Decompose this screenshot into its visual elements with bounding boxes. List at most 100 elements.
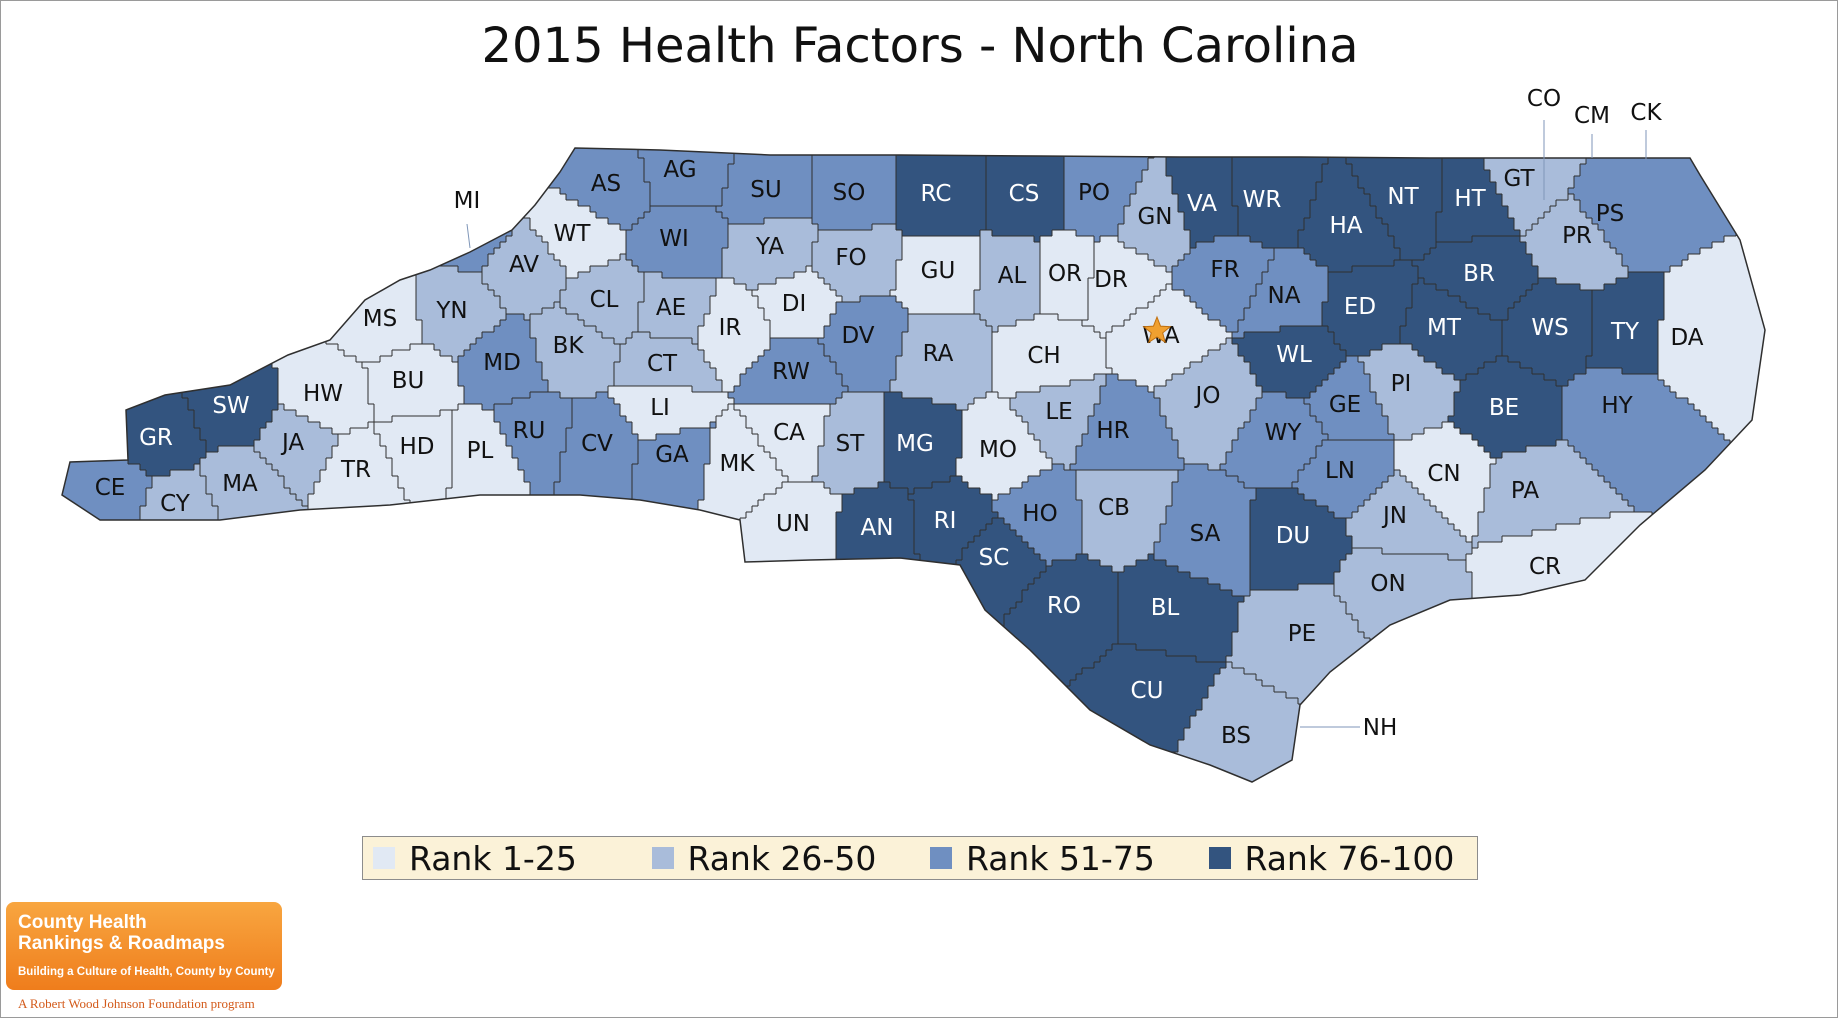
county-ht[interactable] — [1436, 140, 1520, 242]
county-mt[interactable] — [1400, 278, 1502, 380]
county-or[interactable] — [1040, 230, 1094, 320]
county-po[interactable] — [1064, 140, 1154, 242]
county-label-wy: WY — [1265, 420, 1303, 446]
county-sa[interactable] — [1154, 464, 1256, 596]
county-ho[interactable] — [992, 464, 1082, 566]
county-ln[interactable] — [1292, 440, 1394, 518]
county-al[interactable] — [974, 230, 1040, 332]
county-label-as: AS — [591, 171, 621, 197]
county-label-tr: TR — [340, 457, 371, 483]
county-label-cn: CN — [1427, 461, 1460, 487]
county-mo[interactable] — [956, 392, 1052, 500]
county-label-bl: BL — [1151, 595, 1180, 621]
county-ha[interactable] — [1298, 146, 1400, 272]
county-gu[interactable] — [890, 236, 980, 314]
county-wt[interactable] — [524, 176, 626, 278]
county-label-an: AN — [861, 515, 894, 541]
county-bu[interactable] — [362, 344, 464, 422]
county-rw[interactable] — [728, 338, 848, 404]
county-ct[interactable] — [614, 332, 722, 392]
county-su[interactable] — [716, 140, 812, 224]
county-ae[interactable] — [638, 272, 716, 344]
county-cn[interactable] — [1394, 422, 1496, 542]
county-ge[interactable] — [1304, 356, 1394, 440]
county-jo[interactable] — [1154, 338, 1262, 470]
legend-swatch — [373, 847, 395, 869]
county-cr[interactable] — [1466, 512, 1784, 800]
county-label-wt: WT — [554, 221, 592, 247]
county-label-le: LE — [1045, 399, 1072, 425]
county-ed[interactable] — [1322, 260, 1418, 356]
county-mi[interactable] — [266, 140, 530, 272]
county-label-ch: CH — [1027, 343, 1060, 369]
county-pa[interactable] — [1472, 440, 1634, 548]
county-gr[interactable] — [50, 140, 206, 476]
county-ty[interactable] — [1586, 272, 1664, 374]
star-icon — [1142, 315, 1172, 344]
county-label-pi: PI — [1391, 371, 1412, 397]
county-st[interactable] — [812, 392, 884, 494]
county-label-po: PO — [1078, 180, 1110, 206]
county-label-mt: MT — [1427, 315, 1462, 341]
county-wr[interactable] — [1232, 140, 1334, 248]
county-label-va: VA — [1187, 191, 1217, 217]
county-cl[interactable] — [560, 254, 644, 344]
county-bk[interactable] — [530, 302, 620, 398]
county-va[interactable] — [1160, 140, 1238, 248]
county-mg[interactable] — [884, 392, 962, 494]
county-fo[interactable] — [812, 224, 902, 302]
county-label-mk: MK — [720, 451, 756, 477]
county-label-ca: CA — [773, 420, 805, 446]
county-ru[interactable] — [494, 392, 572, 524]
county-br[interactable] — [1412, 236, 1538, 320]
legend-swatch — [651, 847, 674, 869]
county-wy[interactable] — [1220, 392, 1328, 488]
county-label-nt: NT — [1387, 184, 1419, 210]
county-label-av: AV — [509, 252, 539, 278]
county-nt[interactable] — [1334, 140, 1442, 260]
county-cs[interactable] — [986, 140, 1064, 242]
county-ra[interactable] — [890, 314, 992, 410]
callout-lines — [466, 120, 1647, 728]
county-health-rankings-logo[interactable]: County Health Rankings & Roadmaps Buildin… — [6, 902, 282, 990]
state-outline — [61, 147, 1766, 783]
county-rc[interactable] — [896, 140, 986, 236]
county-label-cu: CU — [1131, 678, 1164, 704]
county-ja[interactable] — [254, 404, 338, 506]
county-wi[interactable] — [626, 206, 728, 278]
county-cb[interactable] — [1076, 470, 1178, 572]
county-av[interactable] — [482, 218, 566, 320]
county-bl[interactable] — [1118, 554, 1244, 662]
county-li[interactable] — [608, 386, 734, 440]
county-label-rw: RW — [772, 359, 810, 385]
legend-swatch — [930, 847, 952, 869]
legend-item-1: Rank 1-25 — [363, 839, 642, 878]
county-ag[interactable] — [638, 140, 734, 206]
county-ch[interactable] — [992, 314, 1112, 398]
county-du[interactable] — [1250, 488, 1352, 590]
county-wa[interactable] — [1106, 284, 1232, 392]
county-so[interactable] — [812, 140, 896, 230]
county-ca[interactable] — [734, 404, 830, 482]
county-ws[interactable] — [1502, 278, 1592, 386]
county-be[interactable] — [1448, 356, 1562, 458]
logo-tagline: Building a Culture of Health, County by … — [18, 966, 275, 978]
county-wl[interactable] — [1232, 326, 1346, 398]
county-label-mg: MG — [896, 431, 934, 457]
county-pr[interactable] — [1520, 194, 1628, 290]
county-label-pl: PL — [467, 438, 494, 464]
county-label-na: NA — [1268, 283, 1301, 309]
county-dr[interactable] — [1082, 236, 1172, 338]
county-na[interactable] — [1232, 248, 1328, 338]
county-dv[interactable] — [818, 296, 908, 392]
county-label-md: MD — [483, 350, 521, 376]
county-jn[interactable] — [1346, 470, 1472, 560]
county-label-di: DI — [782, 291, 807, 317]
county-gt[interactable] — [1472, 140, 1592, 236]
county-label-al: AL — [998, 263, 1027, 289]
legend-label: Rank 1-25 — [409, 838, 577, 878]
county-gn[interactable] — [1118, 140, 1190, 272]
county-label-ra: RA — [923, 341, 954, 367]
county-label-cy: CY — [160, 491, 191, 517]
